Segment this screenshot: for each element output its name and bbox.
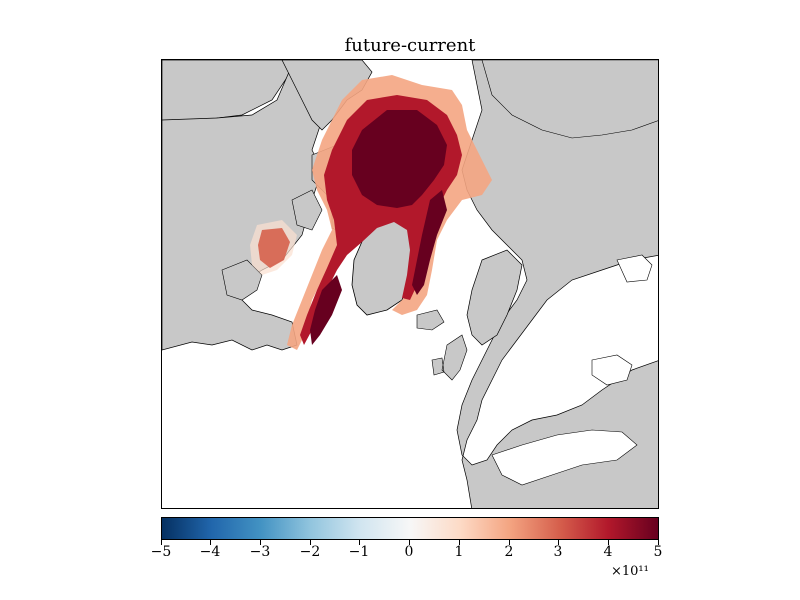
ice-change-field	[250, 75, 492, 350]
black-caspian-sea	[591, 254, 653, 386]
colorbar-tick	[409, 540, 410, 545]
colorbar-tick-label: 1	[454, 544, 464, 560]
colorbar-tick	[509, 540, 510, 545]
colorbar-tick-label: −3	[249, 544, 271, 560]
british-isles-land	[431, 334, 468, 381]
colorbar-tick-label: −2	[299, 544, 321, 560]
iceland-land	[416, 309, 445, 331]
scandinavia-land	[466, 249, 523, 346]
colorbar-tick-label: 3	[553, 544, 563, 560]
eurasia-land	[456, 60, 658, 508]
colorbar	[161, 517, 659, 540]
arctic-map	[162, 60, 658, 508]
colorbar-tick	[558, 540, 559, 545]
colorbar-tick-label: −1	[348, 544, 370, 560]
siberia-land	[481, 60, 658, 139]
colorbar-tick-label: −4	[199, 544, 221, 560]
colorbar-tick	[260, 540, 261, 545]
colorbar-tick	[459, 540, 460, 545]
colorbar-tick	[658, 540, 659, 545]
hudson-bay-land	[221, 259, 263, 301]
mediterranean-sea	[491, 429, 638, 486]
colorbar-tick	[161, 540, 162, 545]
colorbar-tick-label: 5	[653, 544, 663, 560]
colorbar-tick-label: 4	[603, 544, 613, 560]
colorbar-tick-label: −5	[150, 544, 172, 560]
chart-title: future-current	[344, 35, 476, 56]
colorbar-tick	[210, 540, 211, 545]
colorbar-multiplier: ×10¹¹	[611, 564, 649, 579]
colorbar-tick-label: 0	[404, 544, 414, 560]
colorbar-tick	[310, 540, 311, 545]
colorbar-tick	[359, 540, 360, 545]
map-panel	[161, 59, 659, 509]
colorbar-tick	[608, 540, 609, 545]
colorbar-tick-label: 2	[504, 544, 514, 560]
